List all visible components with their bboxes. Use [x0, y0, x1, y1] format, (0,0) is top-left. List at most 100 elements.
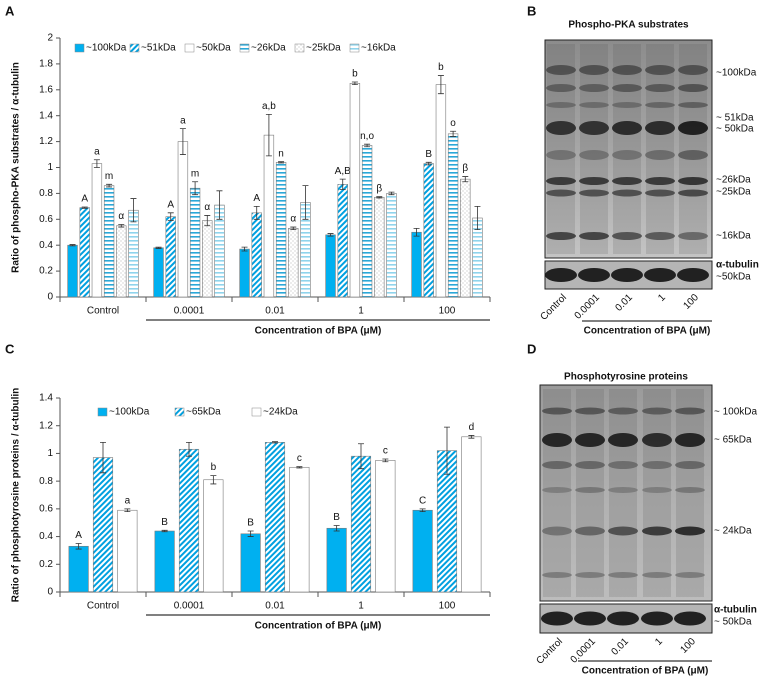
error-bar: [351, 81, 358, 86]
bar: [202, 220, 213, 298]
blot-band: [542, 407, 572, 415]
y-tick-label: 1.4: [39, 393, 53, 404]
legend-label: ~25kDa: [306, 43, 341, 54]
significance-label: b: [211, 462, 217, 473]
error-bar: [376, 196, 383, 199]
y-tick-label: 0: [47, 587, 53, 598]
x-tick-label: 1: [358, 601, 364, 612]
bar: [412, 509, 433, 593]
blot-band: [542, 433, 572, 447]
mw-marker: ~100kDa: [716, 68, 757, 79]
blot-band: [645, 102, 675, 108]
blot-band: [612, 84, 642, 92]
error-bar: [253, 205, 260, 220]
blot-band: [579, 84, 609, 92]
tubulin-band: [578, 268, 610, 282]
significance-label: o: [450, 118, 456, 129]
bar: [325, 234, 336, 298]
error-bar: [444, 426, 450, 475]
blot-band: [542, 461, 572, 469]
legend-label: ~51kDa: [141, 43, 176, 54]
bar: [275, 162, 287, 298]
blot-band: [612, 65, 642, 75]
lane-smear: [643, 389, 671, 597]
blot-membrane: [544, 39, 713, 259]
panel-label: C: [5, 341, 15, 356]
bar: [411, 231, 422, 298]
blot-band: [575, 461, 605, 469]
error-bar: [413, 227, 420, 237]
blot-band: [546, 65, 576, 75]
blot-band: [645, 121, 675, 135]
bar: [349, 83, 361, 298]
blot-band: [675, 526, 705, 536]
y-tick-label: 0.2: [39, 266, 53, 277]
bar: [165, 216, 176, 298]
tubulin-band: [541, 611, 573, 626]
blot-band: [579, 121, 609, 135]
lane-label: Control: [538, 292, 569, 323]
y-axis-label: Ratio of phosphotyrosine proteins / α-tu…: [11, 388, 22, 602]
legend-swatch: [97, 407, 108, 417]
error-bar: [425, 161, 432, 166]
bar: [447, 133, 459, 298]
legend-label: ~50kDa: [196, 43, 231, 54]
bar: [67, 244, 78, 298]
blot-band: [645, 65, 675, 75]
x-tick-label: Control: [87, 306, 119, 317]
bar: [435, 84, 447, 298]
error-bar: [358, 443, 364, 470]
significance-label: B: [333, 512, 340, 523]
x-axis-label: Concentration of BPA (μM): [255, 326, 382, 337]
blot-band: [678, 102, 708, 108]
bar: [116, 225, 127, 298]
panel-label: B: [527, 3, 536, 18]
blot-band: [612, 189, 642, 197]
blot-band: [608, 461, 638, 469]
error-bar: [167, 212, 174, 221]
significance-label: n: [278, 148, 284, 159]
significance-label: a,b: [262, 101, 276, 112]
blot-band: [608, 487, 638, 493]
blot-band: [645, 150, 675, 160]
blot-band: [579, 177, 609, 185]
blot-band: [579, 189, 609, 197]
significance-label: b: [438, 62, 444, 73]
significance-label: a: [180, 115, 186, 126]
y-tick-label: 2: [47, 33, 53, 44]
y-tick-label: 1.2: [39, 420, 53, 431]
x-tick-label: Control: [87, 601, 119, 612]
legend-label: ~100kDa: [86, 43, 127, 54]
lane-label: Control: [534, 636, 565, 667]
legend-swatch: [349, 43, 360, 53]
bar: [189, 187, 201, 298]
x-tick-label: 0.01: [265, 306, 285, 317]
error-bar: [290, 226, 297, 231]
blot-band: [678, 177, 708, 185]
error-bar: [93, 159, 100, 168]
mw-marker: ~ 51kDa: [716, 113, 754, 124]
x-tick-label: 0.0001: [174, 306, 205, 317]
x-tick-label: 0.01: [265, 601, 285, 612]
x-tick-label: 100: [439, 306, 456, 317]
error-bar: [265, 114, 272, 157]
legend-label: ~100kDa: [109, 407, 150, 418]
error-bar: [124, 508, 131, 513]
bar: [375, 460, 396, 593]
blot-band: [542, 487, 572, 493]
error-bar: [333, 525, 340, 532]
blot-band: [612, 121, 642, 135]
significance-label: α: [204, 202, 210, 213]
bar: [288, 228, 299, 298]
y-axis-label: Ratio of phospho-PKA substrates / α-tubu…: [11, 62, 22, 273]
lane-label: 0.0001: [573, 292, 603, 322]
y-tick-label: 1.4: [39, 110, 53, 121]
significance-label: β: [462, 163, 468, 174]
tubulin-band: [674, 611, 706, 626]
bar: [350, 455, 372, 593]
loading-marker: ~ 50kDa: [714, 617, 752, 628]
blot-band: [642, 526, 672, 536]
y-tick-label: 1.2: [39, 136, 53, 147]
blot-band: [612, 232, 642, 240]
error-bar: [161, 529, 168, 533]
